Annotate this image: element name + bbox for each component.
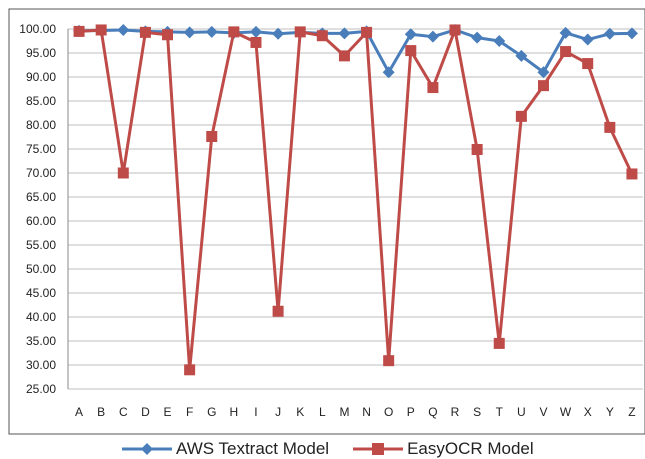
data-point [316, 30, 328, 42]
data-point [338, 50, 350, 62]
data-point [383, 355, 395, 367]
data-point [117, 167, 129, 179]
data-point [626, 168, 638, 180]
x-tick-label: Z [628, 405, 635, 419]
data-point [139, 26, 151, 38]
legend-easyocr-marker-icon [353, 442, 404, 455]
y-tick-label: 65.00 [26, 190, 56, 204]
data-point [581, 33, 594, 46]
legend-item-easyocr: EasyOCR Model [353, 439, 534, 459]
y-tick-label: 30.00 [26, 358, 56, 372]
data-point [162, 29, 174, 41]
data-point [427, 82, 439, 94]
x-tick-label: D [141, 405, 150, 419]
legend-aws-marker-icon [122, 442, 172, 455]
x-tick-label: H [230, 405, 239, 419]
x-tick-label: F [186, 405, 193, 419]
x-tick-label: V [539, 405, 547, 419]
y-tick-label: 80.00 [26, 118, 56, 132]
y-tick-label: 40.00 [26, 310, 56, 324]
y-axis-ticks: 25.00 30.00 35.00 40.00 45.00 50.00 55.00 60.00… [19, 22, 56, 396]
x-tick-label: I [254, 405, 257, 419]
data-point [426, 30, 439, 43]
data-point [205, 25, 218, 38]
data-point [405, 45, 417, 57]
data-point [537, 66, 550, 79]
data-point [604, 121, 616, 133]
data-point [515, 110, 527, 122]
y-tick-label: 85.00 [26, 94, 56, 108]
y-tick-label: 100.00 [19, 22, 56, 36]
y-tick-label: 90.00 [26, 70, 56, 84]
data-point [228, 26, 240, 38]
data-point [449, 24, 461, 36]
data-point [559, 26, 572, 39]
x-tick-label: K [296, 405, 304, 419]
x-tick-label: O [384, 405, 393, 419]
data-point [382, 66, 395, 79]
x-tick-label: N [362, 405, 371, 419]
data-point [272, 27, 285, 40]
data-point [603, 27, 616, 40]
x-tick-label: Y [606, 405, 614, 419]
data-point [537, 80, 549, 92]
y-tick-label: 95.00 [26, 46, 56, 60]
legend-item-aws: AWS Textract Model [122, 439, 329, 459]
data-point [249, 25, 262, 38]
data-point [183, 26, 196, 39]
y-tick-label: 35.00 [26, 334, 56, 348]
y-tick-label: 55.00 [26, 238, 56, 252]
x-tick-label: W [560, 405, 572, 419]
data-point [117, 23, 130, 36]
x-tick-label: B [97, 405, 105, 419]
data-point [73, 25, 85, 37]
data-point [625, 27, 638, 40]
data-point [184, 364, 196, 376]
x-tick-label: E [164, 405, 172, 419]
series-2 [73, 24, 638, 376]
y-tick-label: 45.00 [26, 286, 56, 300]
x-tick-label: Q [428, 405, 437, 419]
x-tick-label: P [407, 405, 415, 419]
data-point [206, 131, 218, 143]
series-group [73, 23, 638, 376]
x-tick-label: M [339, 405, 349, 419]
data-point [338, 27, 351, 40]
x-tick-label: X [584, 405, 592, 419]
data-point [361, 26, 373, 38]
data-point [95, 24, 107, 36]
legend-label-aws: AWS Textract Model [176, 438, 330, 458]
legend-label-easyocr: EasyOCR Model [407, 438, 534, 458]
data-point [560, 46, 572, 58]
data-point [582, 58, 594, 70]
x-tick-label: G [207, 405, 216, 419]
data-point [471, 143, 483, 155]
data-point [272, 305, 284, 317]
y-tick-label: 50.00 [26, 262, 56, 276]
y-tick-label: 25.00 [26, 382, 56, 396]
data-point [493, 337, 505, 349]
x-tick-label: U [517, 405, 526, 419]
x-tick-label: R [451, 405, 460, 419]
data-point [250, 36, 262, 48]
data-point [404, 28, 417, 41]
gridlines [67, 28, 643, 390]
data-point [493, 35, 506, 47]
data-point [471, 31, 484, 44]
x-tick-label: T [496, 405, 504, 419]
y-tick-label: 70.00 [26, 166, 56, 180]
legend: AWS Textract Model EasyOCR Model [122, 438, 558, 459]
x-tick-label: A [75, 405, 83, 419]
y-tick-label: 75.00 [26, 142, 56, 156]
x-tick-label: L [319, 405, 326, 419]
y-tick-label: 60.00 [26, 214, 56, 228]
data-point [294, 26, 306, 38]
x-tick-label: J [275, 405, 281, 419]
x-tick-label: S [473, 405, 481, 419]
data-point [515, 49, 528, 62]
x-tick-label: C [119, 405, 128, 419]
